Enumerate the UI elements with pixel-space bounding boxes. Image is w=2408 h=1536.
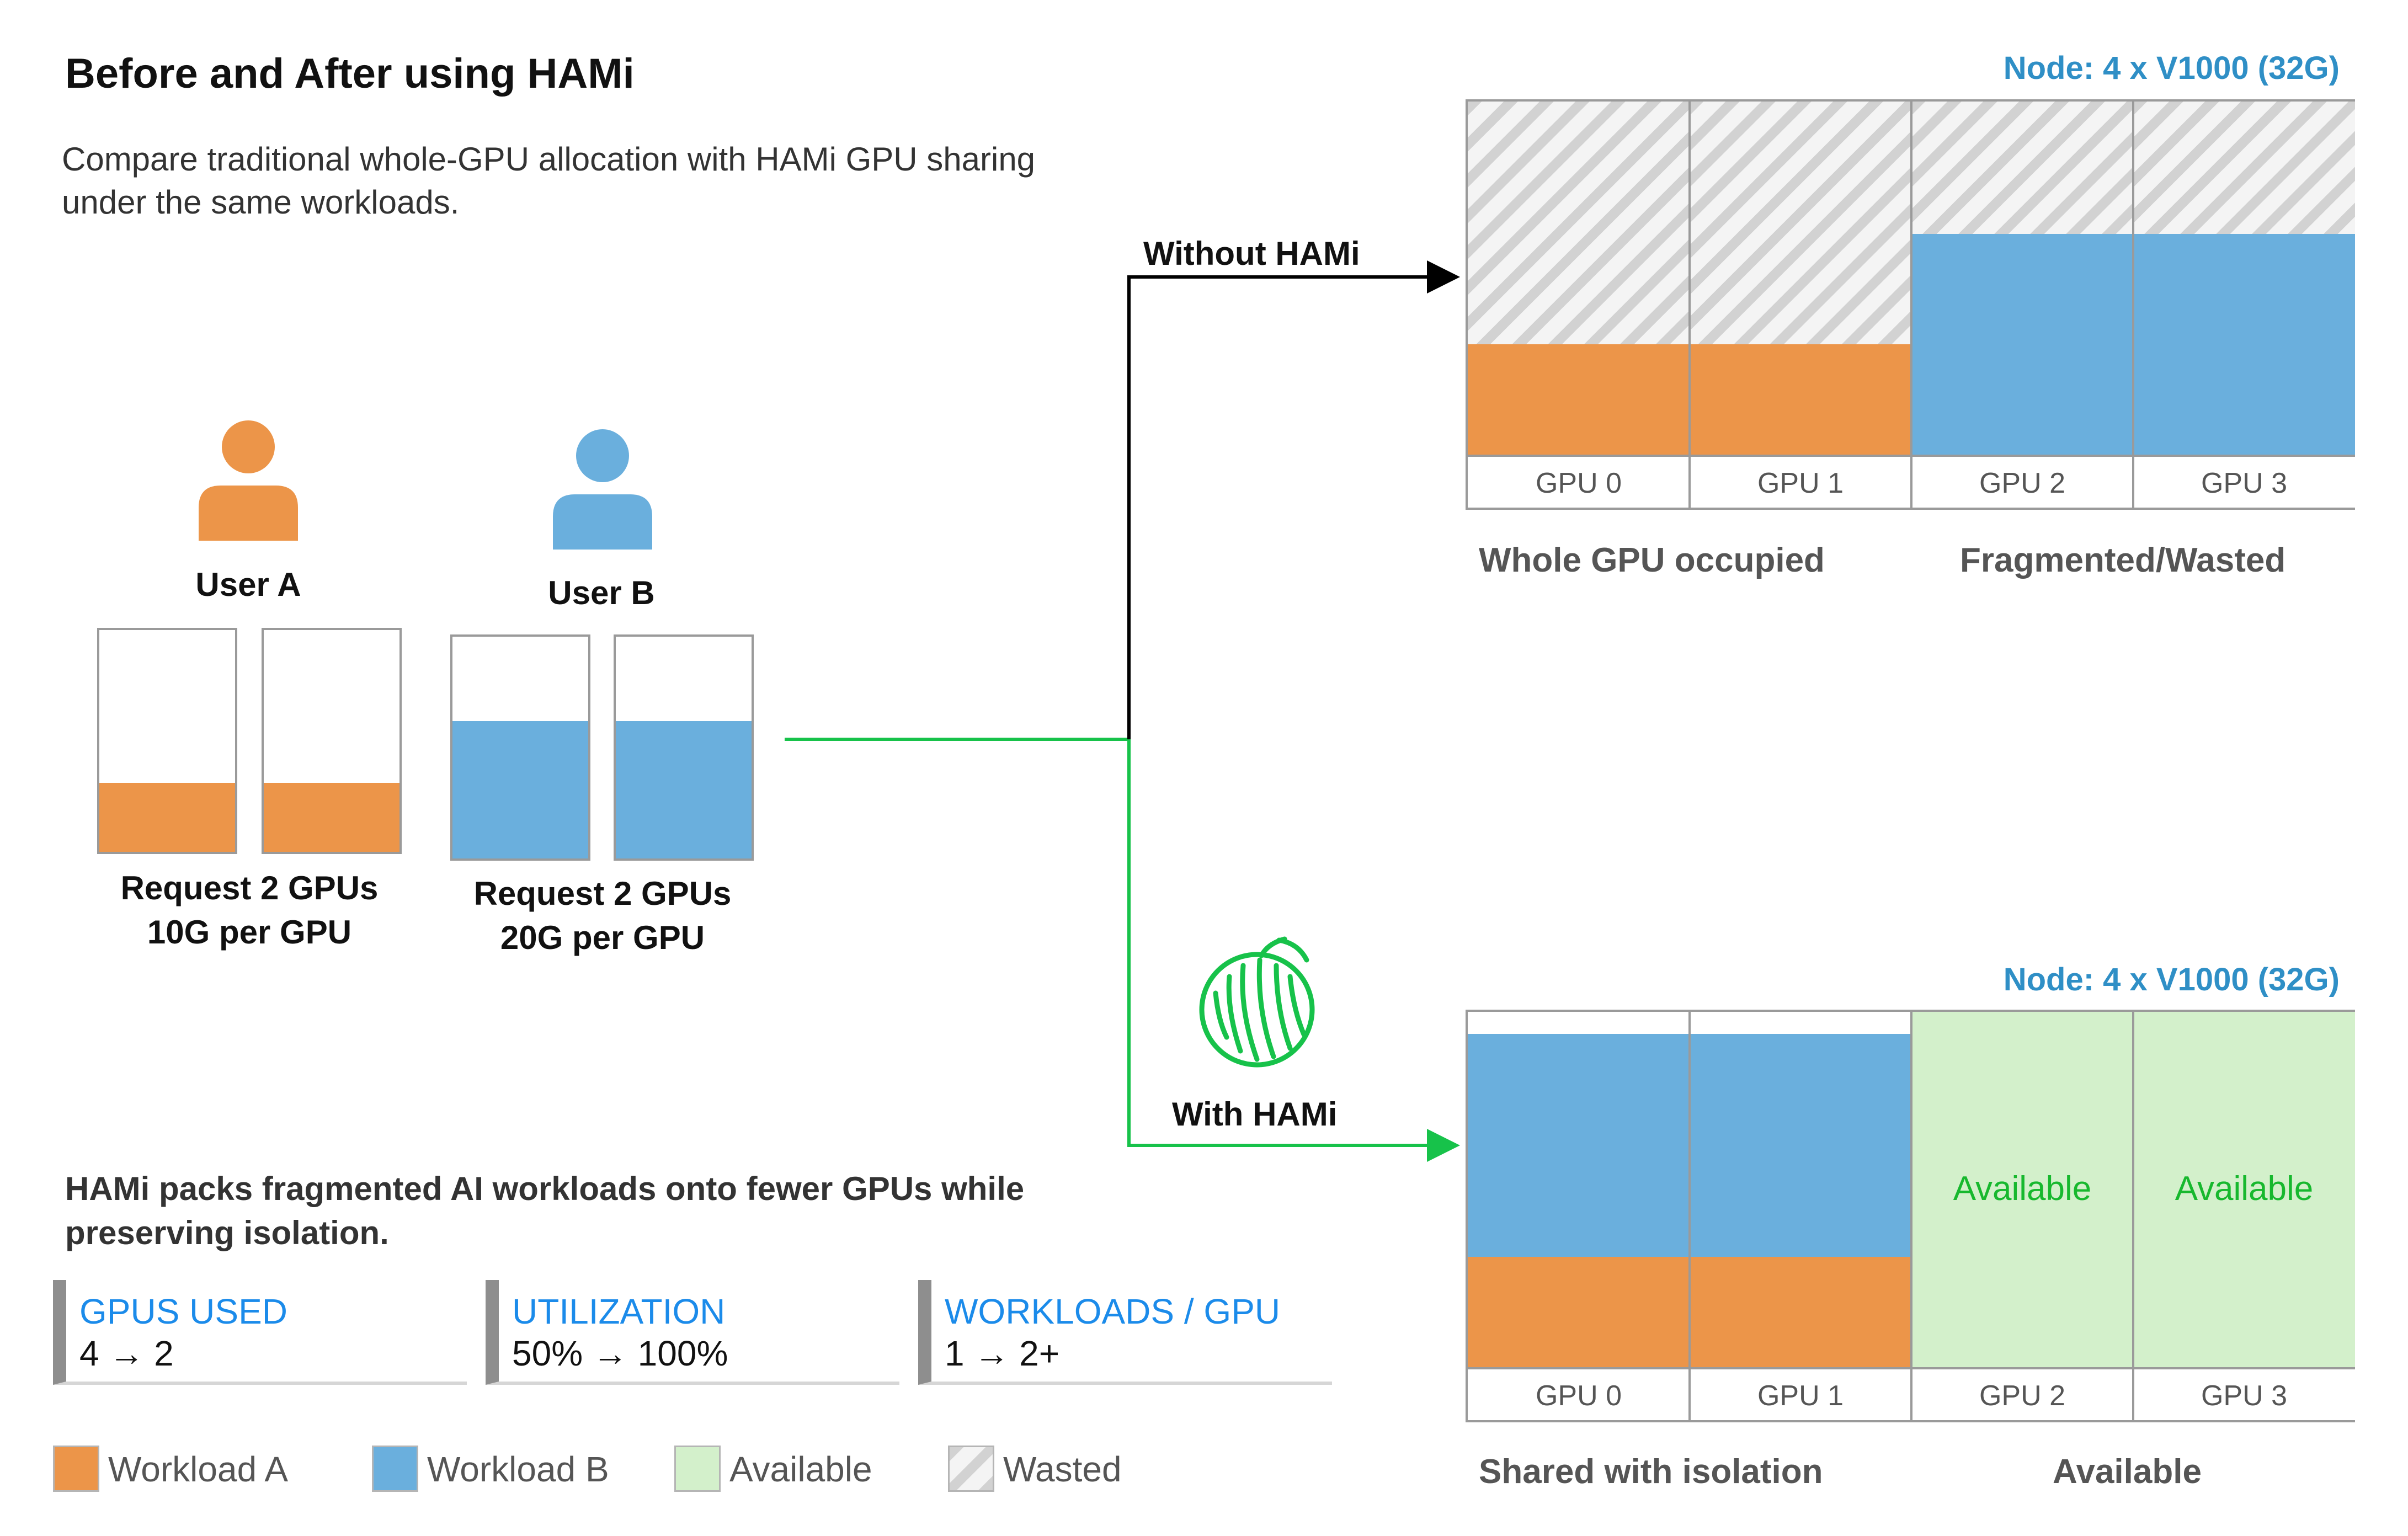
top-gpu-2-workload-b [1911, 234, 2133, 455]
top-gpu-2-wasted [1911, 102, 2133, 234]
user-a-request-line1: Request 2 GPUs [120, 870, 379, 906]
top-node-title: Node: 4 x V1000 (32G) [2003, 50, 2340, 86]
bottom-gpu-3-available: Available [2133, 1012, 2355, 1367]
stat-gpus-used-key: GPUS USED [79, 1292, 287, 1331]
top-gpu-3-label: GPU 3 [2133, 455, 2355, 508]
top-gpu-0-wasted [1468, 102, 1690, 344]
with-hami-path [1127, 739, 1460, 1162]
legend-workload-a-label: Workload A [108, 1449, 289, 1489]
bottom-gpu-1-workload-b [1690, 1034, 1911, 1257]
bottom-gpu-1-workload-a [1690, 1257, 1911, 1367]
bottom-gpu-0-workload-a [1468, 1257, 1690, 1367]
bottom-gpu-2: Available GPU 2 [1911, 1012, 2133, 1420]
user-b-gpu-2 [614, 634, 754, 861]
top-gpu-1-wasted [1690, 102, 1911, 344]
bottom-gpu-0: GPU 0 [1468, 1012, 1690, 1420]
stat-card-gpus-used: GPUS USED 4 → 2 [53, 1280, 467, 1385]
top-divider-3 [2132, 102, 2134, 508]
stat-card-workloads-per-gpu: WORKLOADS / GPU 1 → 2+ [918, 1280, 1332, 1385]
top-gpu-2-label: GPU 2 [1911, 455, 2133, 508]
top-caption-left: Whole GPU occupied [1479, 541, 1825, 579]
top-divider-1 [1688, 102, 1691, 508]
bottom-divider-2 [1910, 1012, 1912, 1420]
user-b-gpu-1 [450, 634, 590, 861]
page-subtitle: Compare traditional whole-GPU allocation… [62, 141, 1036, 221]
bottom-gpu-2-available: Available [1911, 1012, 2133, 1367]
user-b-request: Request 2 GPUs 20G per GPU [448, 872, 757, 960]
top-gpu-1-label: GPU 1 [1690, 455, 1911, 508]
top-gpu-3-wasted [2133, 102, 2355, 234]
stat-utilization-key: UTILIZATION [512, 1292, 726, 1331]
top-gpu-0-label: GPU 0 [1468, 455, 1690, 508]
bottom-divider-3 [2132, 1012, 2134, 1420]
user-b-label: User B [548, 574, 655, 611]
bottom-gpu-0-free [1468, 1012, 1690, 1034]
legend-workload-b-label: Workload B [427, 1449, 609, 1489]
bottom-caption-right: Available [2053, 1453, 2202, 1491]
without-hami-path [1127, 260, 1460, 739]
stat-workloads-value: 1 → 2+ [945, 1334, 1060, 1373]
legend-workload-b-swatch [372, 1446, 418, 1492]
bottom-caption-left: Shared with isolation [1479, 1453, 1823, 1491]
top-gpu-3: GPU 3 [2133, 102, 2355, 508]
legend-wasted-label: Wasted [1003, 1449, 1122, 1489]
user-a-label: User A [195, 566, 301, 603]
user-a-gpu-2-fill [264, 783, 399, 852]
summary-note: HAMi packs fragmented AI workloads onto … [65, 1170, 1025, 1251]
user-a-gpu-2 [262, 628, 402, 854]
stat-utilization-value: 50% → 100% [512, 1334, 728, 1373]
bottom-gpu-3-available-label: Available [2175, 1170, 2314, 1208]
top-caption-right: Fragmented/Wasted [1960, 541, 2286, 579]
user-b-person-icon [553, 429, 652, 550]
stat-gpus-used-value: 4 → 2 [79, 1334, 174, 1373]
bottom-node-panel: GPU 0 GPU 1 Available GPU 2 Available GP… [1466, 1010, 2355, 1422]
user-b-request-line2: 20G per GPU [500, 919, 705, 956]
bottom-gpu-2-available-label: Available [1953, 1170, 2092, 1208]
top-divider-2 [1910, 102, 1912, 508]
top-gpu-1-workload-a [1690, 344, 1911, 455]
bottom-gpu-2-label: GPU 2 [1911, 1367, 2133, 1420]
bottom-gpu-1: GPU 1 [1690, 1012, 1911, 1420]
bottom-gpu-3: Available GPU 3 [2133, 1012, 2355, 1420]
bottom-node-title: Node: 4 x V1000 (32G) [2003, 962, 2340, 998]
without-hami-label: Without HAMi [1143, 235, 1360, 272]
bottom-gpu-0-workload-b [1468, 1034, 1690, 1257]
with-hami-label: With HAMi [1172, 1096, 1338, 1133]
stat-card-utilization: UTILIZATION 50% → 100% [486, 1280, 899, 1385]
legend-available-label: Available [729, 1449, 872, 1489]
user-a-person-icon [199, 420, 298, 541]
top-gpu-2: GPU 2 [1911, 102, 2133, 508]
page-title: Before and After using HAMi [65, 50, 635, 97]
top-gpu-1: GPU 1 [1690, 102, 1911, 508]
user-b-gpu-2-fill [616, 721, 752, 858]
top-gpu-0: GPU 0 [1468, 102, 1690, 508]
bottom-divider-1 [1688, 1012, 1691, 1420]
stat-workloads-key: WORKLOADS / GPU [945, 1292, 1281, 1331]
bottom-gpu-1-label: GPU 1 [1690, 1367, 1911, 1420]
hami-melon-logo-icon [1199, 936, 1315, 1068]
bottom-gpu-3-label: GPU 3 [2133, 1367, 2355, 1420]
top-gpu-0-workload-a [1468, 344, 1690, 455]
user-a-gpu-1 [97, 628, 237, 854]
top-node-panel: GPU 0 GPU 1 GPU 2 GPU 3 [1466, 99, 2355, 510]
top-gpu-3-workload-b [2133, 234, 2355, 455]
legend-wasted-swatch [948, 1446, 994, 1492]
user-b-gpu-1-fill [452, 721, 588, 858]
user-b-request-line1: Request 2 GPUs [473, 875, 732, 912]
user-a-request-line2: 10G per GPU [147, 914, 352, 951]
bottom-gpu-1-free [1690, 1012, 1911, 1034]
legend-workload-a-swatch [53, 1446, 99, 1492]
user-a-gpu-1-fill [99, 783, 235, 852]
legend-available-swatch [674, 1446, 721, 1492]
user-a-request: Request 2 GPUs 10G per GPU [95, 866, 404, 954]
bottom-gpu-0-label: GPU 0 [1468, 1367, 1690, 1420]
